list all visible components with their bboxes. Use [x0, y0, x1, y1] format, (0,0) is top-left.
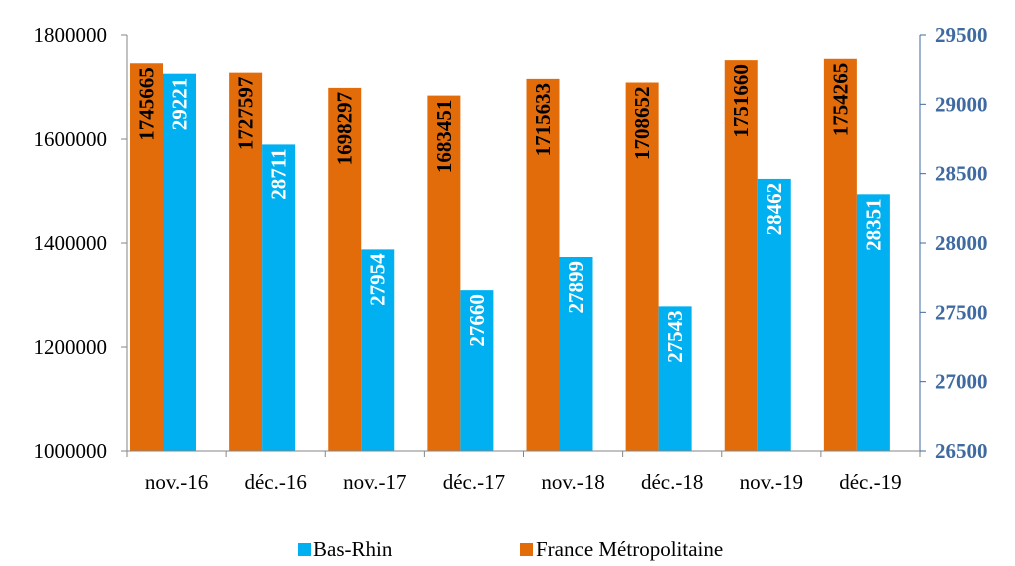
- bar-bas-rhin: [460, 290, 494, 451]
- bar-label-bas-rhin: 27543: [663, 310, 687, 363]
- bar-label-bas-rhin: 28462: [762, 183, 786, 236]
- right-tick-label: 28500: [935, 162, 988, 186]
- bar-bas-rhin: [361, 249, 395, 451]
- bar-bas-rhin: [856, 194, 890, 451]
- bar-label-bas-rhin: 28351: [861, 198, 885, 251]
- bar-label-bas-rhin: 27899: [564, 261, 588, 314]
- bar-bas-rhin: [757, 178, 791, 451]
- bar-label-bas-rhin: 29221: [168, 78, 192, 131]
- x-tick-label: nov.-18: [541, 470, 604, 494]
- bar-label-bas-rhin: 27954: [366, 253, 390, 306]
- right-tick-label: 28000: [935, 231, 988, 255]
- left-tick-label: 1800000: [34, 23, 108, 47]
- ticks-group: nov.-16 déc.-16 nov.-17 déc.-17 nov.-18 déc.-…: [34, 23, 988, 494]
- bar-france: [625, 82, 659, 451]
- x-tick-label: nov.-16: [145, 470, 208, 494]
- bar-labels-group: 1745665 29221 1727597 28711 1698297 27954 1683…: [135, 63, 886, 363]
- right-tick-label: 29000: [935, 92, 988, 116]
- left-tick-label: 1400000: [34, 231, 108, 255]
- bar-bas-rhin: [163, 73, 196, 452]
- x-tick-label: déc.-16: [244, 470, 306, 494]
- bar-bas-rhin: [658, 306, 692, 451]
- bar-france: [823, 58, 857, 452]
- legend-swatch-france: [520, 543, 533, 556]
- bar-label-france: 1727597: [234, 77, 258, 151]
- bar-france: [328, 87, 362, 451]
- bar-france: [229, 72, 263, 451]
- right-tick-label: 27000: [935, 370, 988, 394]
- bar-france: [130, 63, 163, 451]
- x-tick-label: déc.-17: [443, 470, 505, 494]
- bar-france: [427, 95, 461, 452]
- bars-group: [130, 58, 890, 452]
- right-tick-label: 27500: [935, 300, 988, 324]
- left-tick-label: 1000000: [34, 439, 108, 463]
- bar-label-france: 1745665: [135, 67, 159, 141]
- bar-france: [724, 60, 758, 451]
- bar-label-france: 1751660: [729, 64, 753, 138]
- bar-bas-rhin: [262, 144, 296, 451]
- x-tick-label: déc.-19: [839, 470, 901, 494]
- legend-swatch-bas-rhin: [298, 543, 311, 556]
- bar-label-france: 1715633: [531, 83, 555, 157]
- right-tick-label: 29500: [935, 23, 988, 47]
- bar-label-france: 1708652: [630, 87, 654, 161]
- x-tick-label: nov.-19: [740, 470, 803, 494]
- left-tick-label: 1600000: [34, 127, 108, 151]
- legend: Bas-Rhin France Métropolitaine: [298, 537, 723, 561]
- bar-label-bas-rhin: 27660: [465, 294, 489, 347]
- bar-label-france: 1683451: [432, 100, 456, 173]
- bar-label-france: 1698297: [333, 92, 357, 166]
- legend-label-bas-rhin: Bas-Rhin: [313, 537, 393, 561]
- bar-label-france: 1754265: [828, 63, 852, 137]
- right-tick-label: 26500: [935, 439, 988, 463]
- x-tick-label: nov.-17: [343, 470, 406, 494]
- bar-label-bas-rhin: 28711: [267, 148, 291, 199]
- left-tick-label: 1200000: [34, 335, 108, 359]
- bar-france: [526, 78, 560, 451]
- x-tick-label: déc.-18: [641, 470, 703, 494]
- legend-label-france: France Métropolitaine: [536, 537, 723, 561]
- bar-bas-rhin: [559, 257, 593, 451]
